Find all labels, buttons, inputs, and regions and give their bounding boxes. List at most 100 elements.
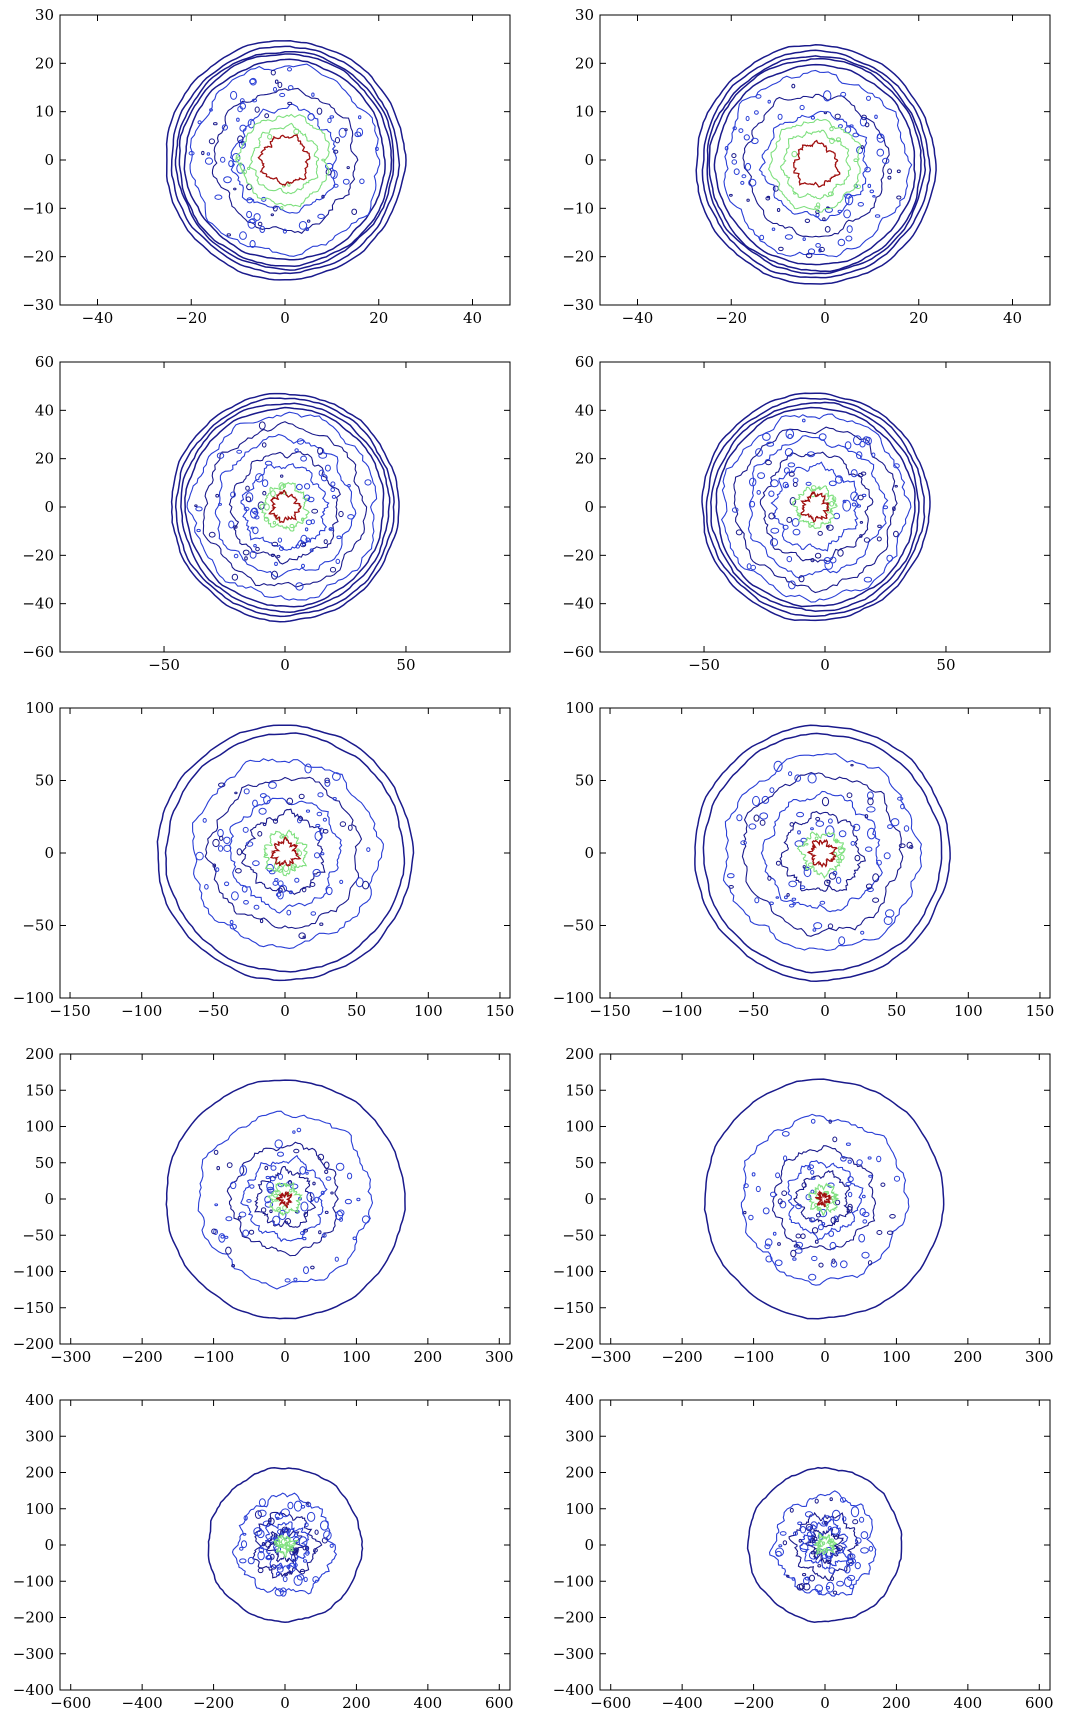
blob-contour	[835, 876, 842, 884]
y-tick-label: 60	[575, 353, 594, 371]
blob-contour	[857, 202, 864, 207]
x-tick-label: 50	[887, 1002, 906, 1020]
blob-contour	[293, 1575, 303, 1586]
blob-contour	[866, 95, 871, 101]
mid-contour	[722, 753, 923, 951]
blob-contour	[305, 227, 310, 232]
outer-contour	[207, 1467, 364, 1623]
y-tick-label: 0	[584, 1190, 594, 1208]
blob-contour	[298, 932, 306, 940]
blob-contour	[811, 1177, 816, 1180]
blob-contour	[815, 820, 825, 827]
y-tick-label: 0	[44, 844, 54, 862]
blob-contour	[255, 546, 260, 552]
blob-contour	[313, 1548, 318, 1553]
blob-contour	[743, 1183, 749, 1189]
blob-contour	[889, 1214, 896, 1219]
x-tick-label: 50	[396, 656, 415, 674]
green-blob	[816, 1207, 822, 1212]
blob-contour	[743, 1210, 747, 1215]
outer-contour	[708, 57, 922, 273]
blob-contour	[819, 246, 825, 253]
mid-contour	[226, 1141, 339, 1257]
blob-contour	[854, 1562, 861, 1570]
blob-contour	[218, 502, 222, 506]
blob-contour	[835, 475, 843, 484]
outer-contour	[746, 1466, 903, 1623]
y-tick-label: −50	[22, 917, 54, 935]
blob-contour	[252, 526, 259, 535]
y-tick-label: 20	[35, 54, 54, 72]
blob-contour	[257, 221, 263, 227]
green-blob	[832, 496, 837, 502]
blob-contour	[797, 830, 801, 835]
blob-contour	[293, 1500, 303, 1512]
blob-contour	[837, 549, 844, 557]
blob-contour	[746, 198, 750, 202]
mid-contour	[772, 1145, 877, 1251]
y-tick-label: 150	[565, 1081, 594, 1099]
blob-contour	[247, 1556, 255, 1565]
blob-contour	[245, 492, 254, 503]
blob-contour	[204, 884, 209, 890]
blob-contour	[805, 252, 813, 259]
blob-contour	[748, 823, 757, 830]
blob-contour	[740, 180, 745, 185]
blob-contour	[867, 183, 872, 188]
blob-contour	[810, 1521, 818, 1530]
blob-contour	[787, 462, 796, 468]
x-tick-label: −200	[122, 1348, 163, 1366]
blob-contour	[319, 922, 324, 926]
blob-contour	[304, 527, 309, 532]
blob-contour	[876, 1230, 883, 1235]
x-tick-label: −50	[198, 1002, 230, 1020]
blob-contour	[811, 1539, 816, 1543]
blob-contour	[849, 124, 854, 128]
blob-contour	[817, 1564, 822, 1568]
green-contour	[796, 831, 846, 879]
blob-contour	[320, 1190, 325, 1196]
blob-contour	[883, 916, 893, 925]
blob-contour	[765, 1255, 773, 1263]
y-tick-label: −150	[13, 1299, 54, 1317]
blob-contour	[276, 1566, 284, 1573]
x-tick-label: −40	[82, 309, 114, 327]
mid-contour	[240, 808, 326, 895]
blob-contour	[309, 882, 316, 887]
blob-contour	[310, 1265, 315, 1270]
blob-contour	[828, 480, 837, 487]
blob-contour	[202, 818, 207, 823]
blob-contour	[254, 1510, 262, 1519]
blob-contour	[842, 1516, 847, 1522]
blob-contour	[226, 1162, 233, 1168]
blob-contour	[791, 518, 800, 527]
blob-contour	[813, 1536, 818, 1542]
blob-contour	[808, 1164, 815, 1169]
green-contour	[767, 118, 862, 213]
green-blob	[276, 1206, 282, 1213]
blob-contour	[287, 67, 292, 72]
blob-contour	[269, 1175, 276, 1182]
blob-contour	[242, 549, 250, 556]
blob-contour	[270, 69, 276, 76]
y-tick-label: 100	[565, 699, 594, 717]
contour-panel: −50 0 50 −60 −40 −20 0 20 40 60	[562, 353, 1051, 674]
y-tick-label: 40	[35, 401, 54, 419]
blob-contour	[735, 529, 743, 536]
blob-contour	[807, 773, 817, 784]
blob-contour	[310, 911, 317, 916]
green-blob	[829, 137, 835, 145]
blob-contour	[802, 1573, 807, 1577]
outer-contour	[170, 392, 400, 623]
blob-contour	[256, 1529, 265, 1539]
mid-contour	[229, 103, 337, 214]
blob-contour	[223, 836, 231, 844]
blob-contour	[799, 885, 806, 890]
green-blob	[814, 836, 819, 841]
mid-contour	[788, 1511, 859, 1581]
blob-contour	[750, 564, 757, 571]
blob-contour	[296, 438, 305, 445]
outer-contour	[710, 401, 920, 612]
blob-contour	[333, 183, 339, 188]
